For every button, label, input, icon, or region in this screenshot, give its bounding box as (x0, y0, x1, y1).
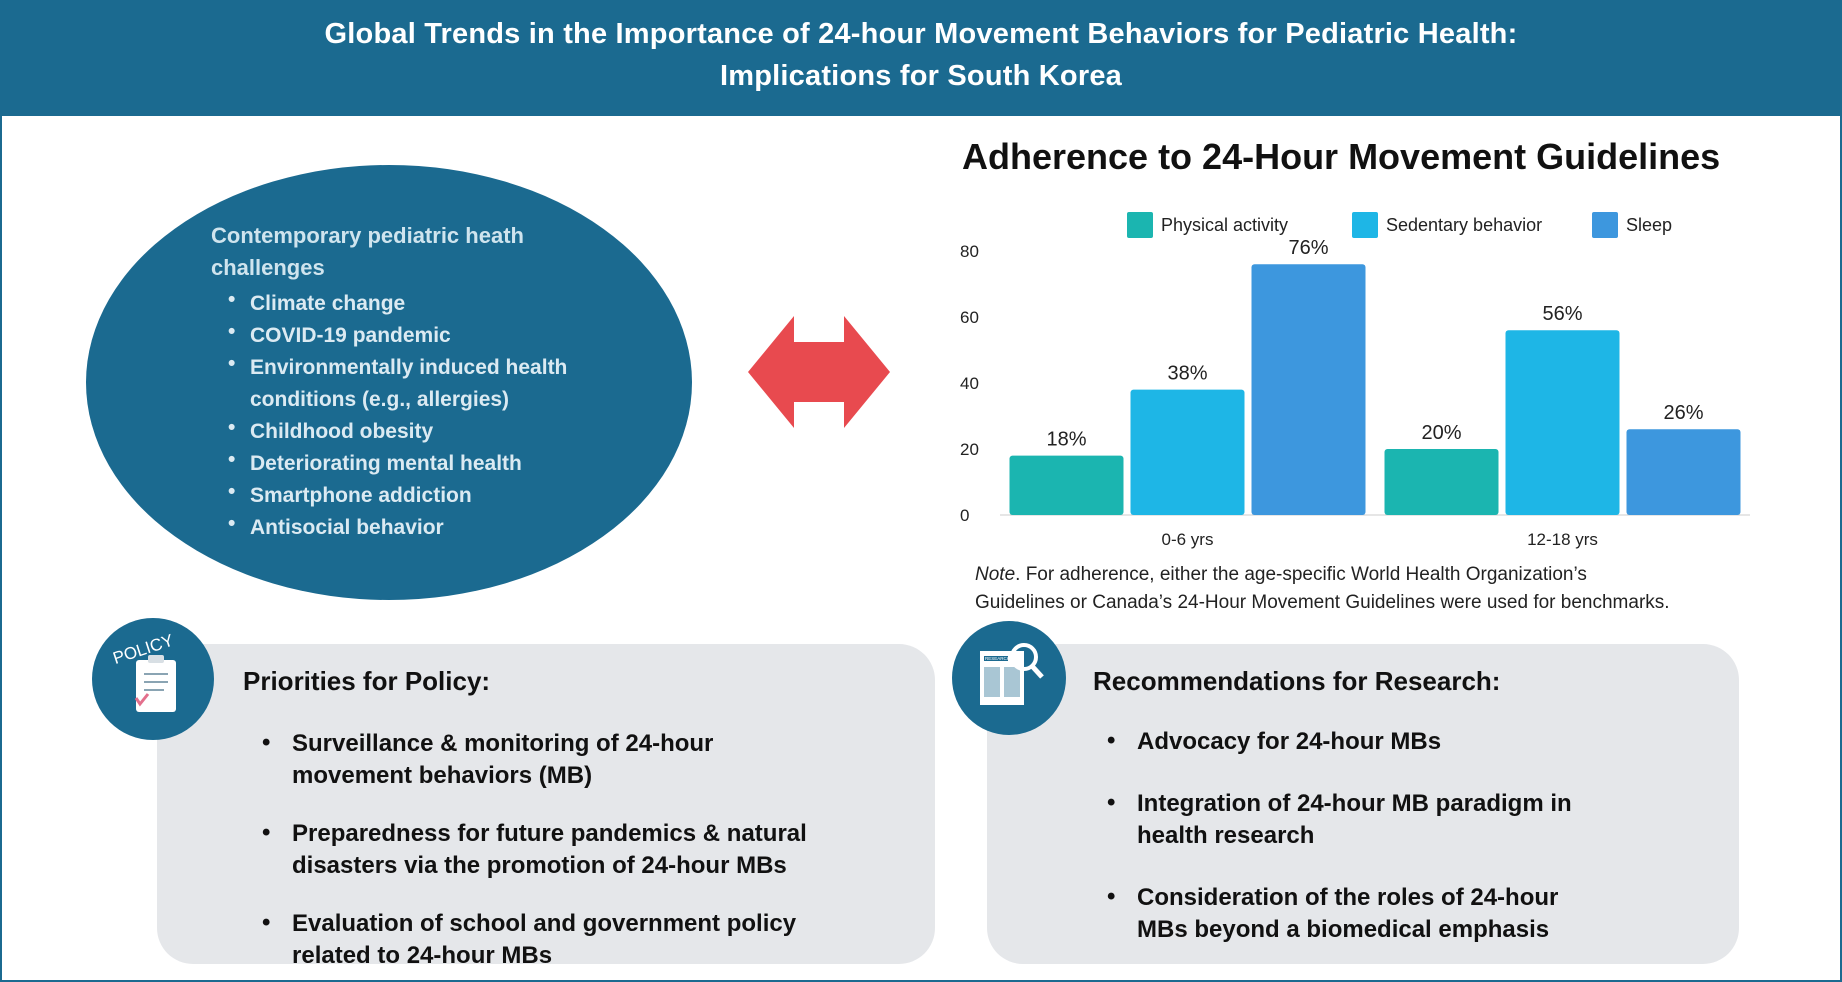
note-line1: . For adherence, either the age-specific… (1015, 564, 1587, 585)
bullet-icon: • (228, 352, 236, 375)
note-line2: Guidelines or Canada’s 24-Hour Movement … (975, 592, 1670, 613)
legend-swatch (1352, 212, 1378, 238)
legend-label: Physical activity (1161, 214, 1289, 235)
double-arrow-icon (748, 316, 890, 428)
y-tick-label: 80 (960, 242, 979, 261)
note-label: Note (975, 564, 1016, 585)
bullet-icon: • (1107, 727, 1116, 754)
challenges-title: Contemporary pediatric heath challenges (211, 220, 591, 284)
list-item: • Preparedness for future pandemics & nat… (262, 818, 807, 882)
bullet-icon: • (228, 480, 236, 503)
list-item: • Consideration of the roles of 24-hour MB… (1107, 882, 1572, 946)
x-tick-label: 12-18 yrs (1527, 530, 1598, 549)
bullet-icon: • (228, 448, 236, 471)
header-banner: Global Trends in the Importance of 24-ho… (0, 0, 1842, 116)
page-title-line1: Global Trends in the Importance of 24-ho… (324, 18, 1518, 50)
list-item: • Integration of 24-hour MB paradigm in he… (1107, 788, 1572, 852)
data-label: 20% (1421, 422, 1461, 444)
legend-swatch (1127, 212, 1153, 238)
x-tick-label: 0-6 yrs (1162, 530, 1214, 549)
list-item: • Evaluation of school and government pol… (262, 908, 807, 972)
policy-title: Priorities for Policy: (243, 666, 491, 696)
research-icon-text: RESEARCH (985, 656, 1010, 661)
list-item: • Environmentally induced health condition… (212, 352, 567, 416)
data-label: 18% (1046, 429, 1086, 451)
list-item: • Childhood obesity (212, 416, 567, 448)
bullet-icon: • (262, 729, 271, 756)
list-item-text: Preparedness for future pandemics & natu… (292, 820, 807, 847)
list-item-text: Deteriorating mental health (250, 452, 522, 475)
list-item: • Antisocial behavior (212, 512, 567, 544)
data-label: 56% (1542, 303, 1582, 325)
challenges-ellipse (86, 165, 692, 600)
list-item: • Climate change (212, 288, 567, 320)
list-item-text: Childhood obesity (250, 420, 434, 443)
legend-entry: Sleep (1592, 212, 1672, 238)
list-item-text: conditions (e.g., allergies) (250, 388, 510, 411)
y-tick-label: 0 (960, 506, 969, 525)
list-item: • Surveillance & monitoring of 24-hour mov… (262, 728, 807, 792)
list-item-text: health research (1137, 822, 1315, 849)
bullet-icon: • (262, 819, 271, 846)
page-title-line2: Implications for South Korea (720, 60, 1122, 92)
bar-chart: 0 20 40 60 80 18% 38% 76% 0-6 yrs 20% 56% 26% 12-18 … (960, 237, 1750, 549)
list-item-text: related to 24-hour MBs (292, 942, 553, 969)
list-item-text: MBs beyond a biomedical emphasis (1137, 916, 1550, 943)
list-item: • Deteriorating mental health (212, 448, 567, 480)
list-item-text: Surveillance & monitoring of 24-hour (292, 730, 714, 757)
list-item-text: Climate change (250, 292, 406, 315)
legend-entry: Sedentary behavior (1352, 212, 1542, 238)
bullet-icon: • (228, 288, 236, 311)
data-label: 76% (1288, 237, 1328, 259)
research-card (987, 644, 1739, 964)
clipboard-icon: POLICY (111, 631, 176, 712)
bar (1251, 264, 1366, 515)
data-label: 38% (1167, 363, 1207, 385)
policy-icon: POLICY (92, 618, 214, 740)
bar (1626, 429, 1741, 515)
chart-title: Adherence to 24-Hour Movement Guidelines (962, 136, 1721, 177)
research-title: Recommendations for Research: (1093, 666, 1501, 696)
policy-list: • Surveillance & monitoring of 24-hour mov… (262, 728, 807, 972)
list-item-text: COVID-19 pandemic (250, 324, 451, 347)
challenges-title-line: Contemporary pediatric heath (211, 223, 524, 248)
list-item-text: Advocacy for 24-hour MBs (1137, 728, 1442, 755)
y-tick-label: 40 (960, 374, 979, 393)
y-tick-label: 20 (960, 440, 979, 459)
policy-card (157, 644, 935, 964)
research-icon: RESEARCH (952, 621, 1066, 735)
list-item: • COVID-19 pandemic (212, 320, 567, 352)
data-label: 26% (1663, 402, 1703, 424)
bullet-icon: • (1107, 789, 1116, 816)
bar (1384, 449, 1499, 515)
list-item-text: movement behaviors (MB) (292, 762, 593, 789)
challenges-list: • Climate change • COVID-19 pandemic • Enviro… (212, 288, 567, 544)
list-item-text: Environmentally induced health (250, 356, 568, 379)
legend-swatch (1592, 212, 1618, 238)
bar (1505, 330, 1620, 515)
list-item-text: Antisocial behavior (250, 516, 444, 539)
bullet-icon: • (262, 909, 271, 936)
list-item-text: Integration of 24-hour MB paradigm in (1137, 790, 1572, 817)
bar (1130, 389, 1245, 515)
list-item: • Advocacy for 24-hour MBs (1107, 726, 1572, 758)
bullet-icon: • (228, 320, 236, 343)
list-item: • Smartphone addiction (212, 480, 567, 512)
list-item-text: Consideration of the roles of 24-hour (1137, 884, 1559, 911)
legend-label: Sleep (1626, 214, 1673, 235)
list-item-text: disasters via the promotion of 24-hour M… (292, 852, 787, 879)
magnifier-document-icon: RESEARCH (980, 643, 1044, 705)
challenges-title-line: challenges (211, 255, 325, 280)
chart-note: Note. For adherence, either the age-spec… (975, 561, 1795, 617)
bullet-icon: • (228, 512, 236, 535)
bullet-icon: • (228, 416, 236, 439)
bar (1009, 455, 1124, 515)
legend-label: Sedentary behavior (1386, 214, 1543, 235)
list-item-text: Smartphone addiction (250, 484, 472, 507)
research-list: • Advocacy for 24-hour MBs • Integration of… (1107, 726, 1572, 946)
list-item-text: Evaluation of school and government poli… (292, 910, 797, 937)
bullet-icon: • (1107, 883, 1116, 910)
y-tick-label: 60 (960, 308, 979, 327)
legend-entry: Physical activity (1127, 212, 1288, 238)
